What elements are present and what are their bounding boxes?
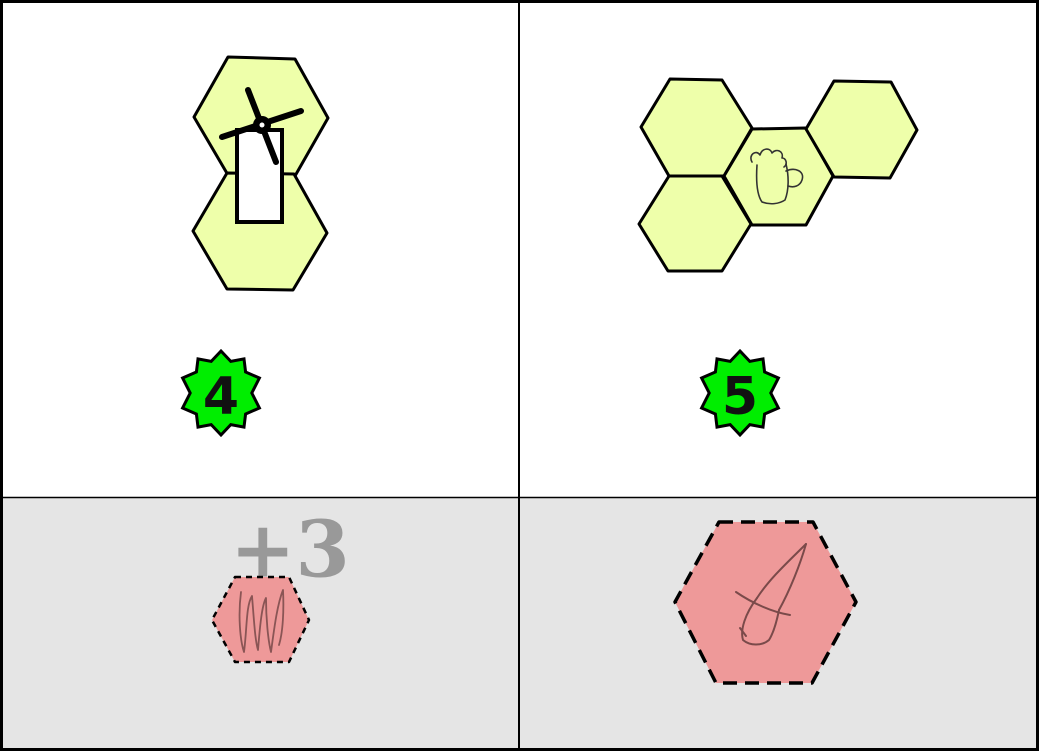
meadow-hex (191, 171, 329, 292)
beer-mug-icon (750, 148, 804, 205)
scribble-icon (238, 589, 285, 653)
penalty-token-right[interactable] (673, 520, 858, 685)
dashed-hex (673, 520, 858, 685)
windmill-icon (219, 87, 304, 224)
meadow-hex (637, 174, 753, 273)
meadow-hex (804, 79, 919, 180)
card-panel-right[interactable] (519, 2, 1037, 498)
hex-cluster-right (637, 77, 919, 273)
starburst-icon (699, 348, 781, 438)
wizard-hat-icon (735, 543, 807, 646)
penalty-token-left[interactable] (210, 575, 311, 664)
score-badge-right: 5 (699, 348, 781, 438)
score-value-left: 4 (203, 367, 239, 427)
score-badge-left: 4 (180, 348, 262, 438)
starburst-icon (180, 348, 262, 438)
score-value-right: 5 (722, 367, 758, 427)
